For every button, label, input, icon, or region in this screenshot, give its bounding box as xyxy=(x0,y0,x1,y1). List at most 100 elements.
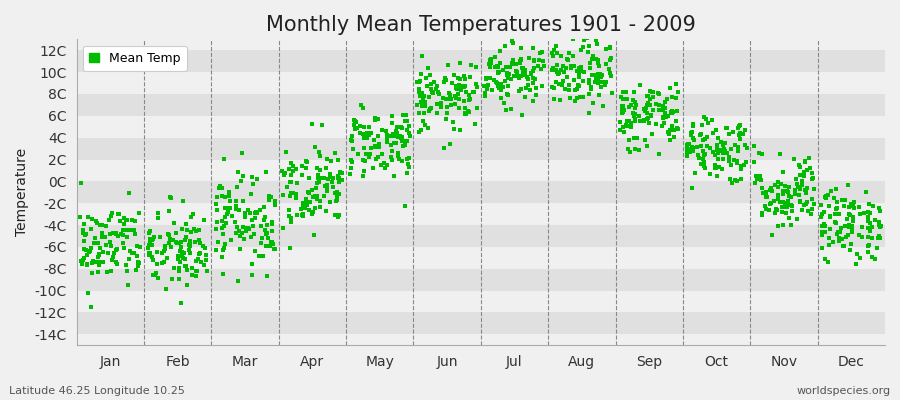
Point xyxy=(112,211,126,217)
Point xyxy=(260,222,274,228)
Point xyxy=(751,176,765,182)
Point xyxy=(620,118,634,124)
Point xyxy=(505,37,519,44)
Point xyxy=(807,186,822,192)
Point xyxy=(638,137,652,144)
Point xyxy=(699,143,714,149)
Point xyxy=(584,56,598,63)
Point xyxy=(400,170,414,176)
Point xyxy=(457,110,472,116)
Point xyxy=(117,221,131,227)
Point xyxy=(860,214,875,220)
Point xyxy=(697,114,711,120)
Point xyxy=(731,125,745,131)
Point xyxy=(574,46,589,53)
Point xyxy=(491,64,506,70)
Point xyxy=(850,251,864,257)
Point xyxy=(296,210,310,217)
Point xyxy=(145,242,159,248)
Point xyxy=(411,79,426,86)
Point xyxy=(570,68,584,74)
Point xyxy=(449,83,464,89)
Point xyxy=(860,189,874,195)
Point xyxy=(418,93,432,99)
Point xyxy=(256,253,270,259)
Point xyxy=(238,210,252,216)
Point xyxy=(570,86,584,92)
Point xyxy=(572,82,587,89)
Point xyxy=(421,125,436,131)
Point xyxy=(805,176,819,182)
Point xyxy=(150,249,165,255)
Point xyxy=(263,243,277,250)
Point xyxy=(143,250,157,256)
Point xyxy=(500,74,515,81)
Point xyxy=(784,202,798,208)
Point xyxy=(605,90,619,96)
Title: Monthly Mean Temperatures 1901 - 2009: Monthly Mean Temperatures 1901 - 2009 xyxy=(266,15,696,35)
Point xyxy=(410,102,425,108)
Text: Latitude 46.25 Longitude 10.25: Latitude 46.25 Longitude 10.25 xyxy=(9,386,184,396)
Point xyxy=(361,154,375,160)
Point xyxy=(448,84,463,91)
Point xyxy=(865,235,879,242)
Point xyxy=(142,239,157,246)
Point xyxy=(593,74,608,81)
Point xyxy=(804,211,818,218)
Point xyxy=(345,138,359,144)
Point xyxy=(669,80,683,87)
Point xyxy=(628,116,643,122)
Point xyxy=(731,144,745,150)
Point xyxy=(664,94,679,100)
Point xyxy=(173,259,187,265)
Point xyxy=(117,214,131,221)
Point xyxy=(823,226,837,232)
Point xyxy=(717,140,732,147)
Point xyxy=(644,112,658,118)
Point xyxy=(716,155,730,162)
Point xyxy=(313,198,328,204)
Point xyxy=(627,105,642,111)
Point xyxy=(222,193,237,200)
Point xyxy=(665,108,680,114)
Point xyxy=(775,209,789,215)
Point xyxy=(640,102,654,108)
Point xyxy=(687,137,701,143)
Point xyxy=(170,252,184,259)
Point xyxy=(107,250,122,256)
Point xyxy=(74,180,88,186)
Point xyxy=(425,89,439,95)
Point xyxy=(296,213,310,219)
Point xyxy=(81,214,95,220)
Point xyxy=(497,100,511,106)
Point xyxy=(310,196,325,202)
Point xyxy=(463,74,477,80)
Point xyxy=(97,234,112,240)
Point xyxy=(504,76,518,82)
Point xyxy=(728,176,742,183)
Point xyxy=(572,74,587,80)
Point xyxy=(223,205,238,212)
Point xyxy=(616,103,630,110)
Point xyxy=(396,142,410,149)
Point xyxy=(393,124,408,130)
Point xyxy=(91,240,105,246)
Point xyxy=(302,190,317,196)
Point xyxy=(235,150,249,156)
Point xyxy=(400,156,414,162)
Point xyxy=(336,170,350,176)
Point xyxy=(258,243,273,249)
Point xyxy=(533,50,547,56)
Point xyxy=(395,138,410,144)
Point xyxy=(849,260,863,267)
Point xyxy=(518,67,533,74)
Point xyxy=(615,103,629,109)
Point xyxy=(530,63,544,70)
Point xyxy=(393,135,408,142)
Point xyxy=(86,258,100,264)
Point xyxy=(656,115,670,121)
Point xyxy=(192,227,206,233)
Point xyxy=(188,258,202,265)
Point xyxy=(654,123,669,130)
Point xyxy=(705,116,719,123)
